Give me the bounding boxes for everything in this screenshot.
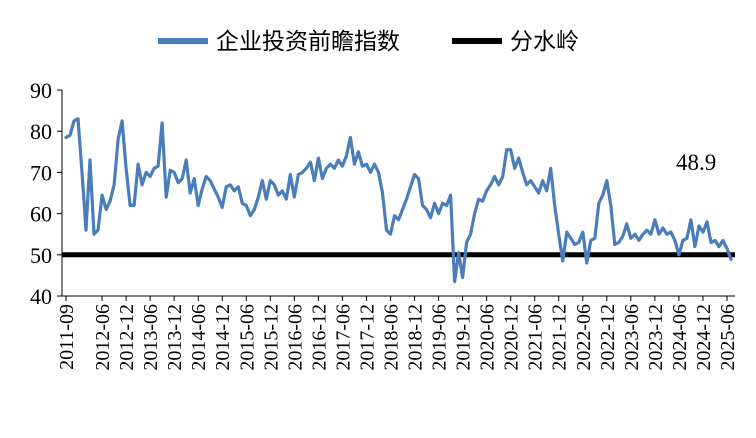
x-tick-label: 2022-12	[597, 304, 619, 371]
x-tick-label: 2021-12	[549, 304, 571, 371]
x-tick-label: 2016-12	[308, 304, 330, 371]
x-tick-label: 2012-06	[92, 304, 114, 371]
x-tick-label: 2016-06	[284, 304, 306, 371]
y-tick-label: 80	[30, 119, 52, 144]
x-tick-label: 2020-06	[477, 304, 499, 371]
x-tick-label: 2019-06	[429, 304, 451, 371]
x-tick-label: 2014-06	[188, 304, 210, 371]
x-tick-label: 2020-12	[501, 304, 523, 371]
x-tick-label: 2024-06	[669, 304, 691, 371]
x-tick-label: 2013-06	[140, 304, 162, 371]
x-tick-label: 2015-06	[236, 304, 258, 371]
x-tick-label: 2025-06	[717, 304, 739, 371]
series-line-investment-index	[64, 117, 733, 284]
x-tick-label: 2023-12	[645, 304, 667, 371]
last-value-annotation: 48.9	[676, 150, 716, 175]
legend-label-index: 企业投资前瞻指数	[216, 29, 400, 55]
x-tick-label: 2013-12	[164, 304, 186, 371]
legend-label-threshold: 分水岭	[510, 29, 579, 55]
y-tick-label: 50	[30, 243, 52, 268]
x-tick-label: 2012-12	[116, 304, 138, 371]
x-tick-label: 2019-12	[453, 304, 475, 371]
x-tick-label: 2024-12	[693, 304, 715, 371]
x-tick-label: 2021-06	[525, 304, 547, 371]
x-tick-label: 2017-06	[332, 304, 354, 371]
x-tick-label: 2018-12	[405, 304, 427, 371]
x-tick-label: 2022-06	[573, 304, 595, 371]
x-tick-label: 2018-06	[380, 304, 402, 371]
y-tick-label: 90	[30, 78, 52, 103]
x-tick-label: 2017-12	[356, 304, 378, 371]
y-tick-label: 60	[30, 202, 52, 227]
x-tick-label: 2011-09	[56, 304, 78, 370]
y-tick-label: 70	[30, 160, 52, 185]
x-tick-label: 2014-12	[212, 304, 234, 371]
y-axis-ticks: 40 50 60 70 80 90	[30, 78, 62, 309]
x-axis-ticks: 2011-09 2012-06 2012-12 2013-06 2013-12 2014-…	[56, 296, 739, 371]
y-tick-label: 40	[30, 284, 52, 309]
x-tick-label: 2015-12	[260, 304, 282, 371]
legend: 企业投资前瞻指数 分水岭	[158, 29, 579, 55]
x-tick-label: 2023-06	[621, 304, 643, 371]
